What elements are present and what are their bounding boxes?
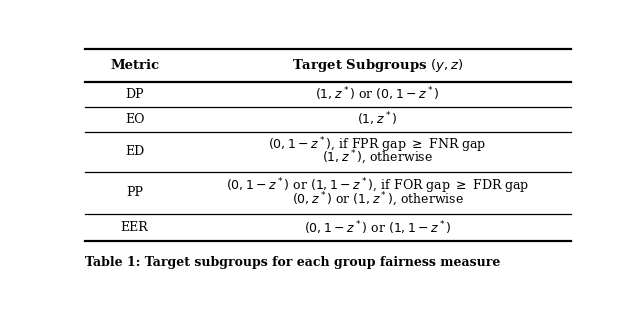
Text: $(1, z^*)$: $(1, z^*)$ — [358, 110, 397, 128]
Text: Metric: Metric — [110, 59, 159, 72]
Text: PP: PP — [126, 186, 143, 199]
Text: EO: EO — [125, 113, 144, 126]
Text: EER: EER — [121, 221, 148, 234]
Text: $(0, 1 - z^*)$, if FPR gap $\geq$ FNR gap: $(0, 1 - z^*)$, if FPR gap $\geq$ FNR ga… — [268, 135, 487, 154]
Text: Table 1: Target subgroups for each group fairness measure: Table 1: Target subgroups for each group… — [85, 256, 500, 269]
Text: DP: DP — [125, 88, 144, 101]
Text: Target Subgroups $(y, z)$: Target Subgroups $(y, z)$ — [292, 57, 463, 74]
Text: $(0, z^*)$ or $(1, z^*)$, otherwise: $(0, z^*)$ or $(1, z^*)$, otherwise — [292, 191, 463, 209]
Text: $(1, z^*)$, otherwise: $(1, z^*)$, otherwise — [322, 149, 433, 167]
Text: ED: ED — [125, 145, 144, 158]
Text: $(0, 1 - z^*)$ or $(1, 1 - z^*)$, if FOR gap $\geq$ FDR gap: $(0, 1 - z^*)$ or $(1, 1 - z^*)$, if FOR… — [226, 176, 529, 196]
Text: $(0, 1 - z^*)$ or $(1, 1 - z^*)$: $(0, 1 - z^*)$ or $(1, 1 - z^*)$ — [304, 219, 451, 237]
Text: $(1, z^*)$ or $(0, 1 - z^*)$: $(1, z^*)$ or $(0, 1 - z^*)$ — [316, 86, 440, 103]
